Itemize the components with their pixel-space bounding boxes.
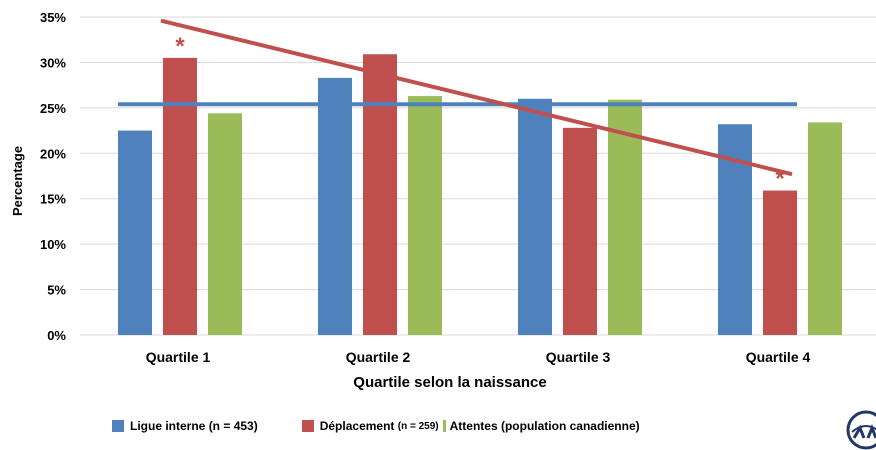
bar-deplacement-quartile-1 [163, 57, 197, 336]
trend-line [160, 18, 793, 177]
bar-deplacement-quartile-4 [763, 190, 797, 335]
bar-ligue-interne-quartile-3 [518, 98, 552, 336]
x-category-label: Quartile 2 [346, 349, 411, 365]
y-tick-label: 5% [47, 283, 66, 298]
gridlines [80, 16, 876, 336]
bar-attentes-population-canadienne-quartile-3 [608, 99, 642, 336]
significance-marker: * [175, 33, 185, 60]
legend-swatch-deplacement [301, 420, 314, 432]
bar-chart: 0%5%10%15%20%25%30%35% ** Quartile 1 Quar… [10, 10, 876, 391]
y-tick-label: 25% [40, 101, 66, 116]
y-tick-label: 0% [47, 328, 66, 343]
bar-attentes-population-canadienne-quartile-1 [208, 113, 242, 336]
legend-count-deplacement: (n = 259) [397, 420, 439, 432]
legend-label-deplacement: Déplacement [319, 419, 395, 433]
annotations: ** [175, 33, 785, 193]
logo-icon [846, 410, 876, 450]
legend-label-ligue-interne: Ligue interne [130, 419, 206, 433]
y-axis-ticks: 0% 5% 10% 15% 20% 25% 30% 35% [40, 10, 66, 343]
x-axis-categories: Quartile 1 Quartile 2 Quartile 3 Quartile 4 [146, 349, 811, 365]
legend-count-ligue-interne: (n = 453) [208, 419, 258, 433]
y-tick-label: 30% [40, 55, 66, 70]
bar-deplacement-quartile-3 [563, 127, 597, 336]
x-axis-title: Quartile selon la naissance [353, 374, 546, 391]
legend-swatch-attentes [442, 420, 446, 432]
legend-swatch-ligue-interne [112, 420, 124, 432]
legend-item-deplacement: Déplacement (n = 259) [301, 419, 439, 433]
legend-label-attentes: Attentes (population canadienne) [449, 419, 640, 433]
y-axis-title: Percentage [10, 146, 25, 216]
x-category-label: Quartile 3 [546, 349, 611, 365]
legend-item-attentes: Attentes (population canadienne) [442, 419, 640, 433]
y-tick-label: 35% [40, 10, 66, 25]
y-tick-label: 10% [40, 237, 66, 252]
bar-ligue-interne-quartile-2 [318, 77, 352, 336]
bar-attentes-population-canadienne-quartile-4 [808, 122, 842, 335]
legend: Ligue interne (n = 453) Déplacement (n =… [112, 419, 640, 433]
overlay-lines [118, 18, 797, 177]
bars [118, 54, 842, 336]
bar-deplacement-quartile-2 [363, 54, 397, 335]
significance-marker: * [775, 166, 785, 193]
x-category-label: Quartile 4 [746, 349, 811, 365]
y-tick-label: 20% [40, 146, 66, 161]
bar-ligue-interne-quartile-1 [118, 130, 152, 335]
bar-attentes-population-canadienne-quartile-2 [408, 96, 442, 335]
y-tick-label: 15% [40, 192, 66, 207]
legend-item-ligue-interne: Ligue interne (n = 453) [112, 419, 258, 433]
x-category-label: Quartile 1 [146, 349, 211, 365]
